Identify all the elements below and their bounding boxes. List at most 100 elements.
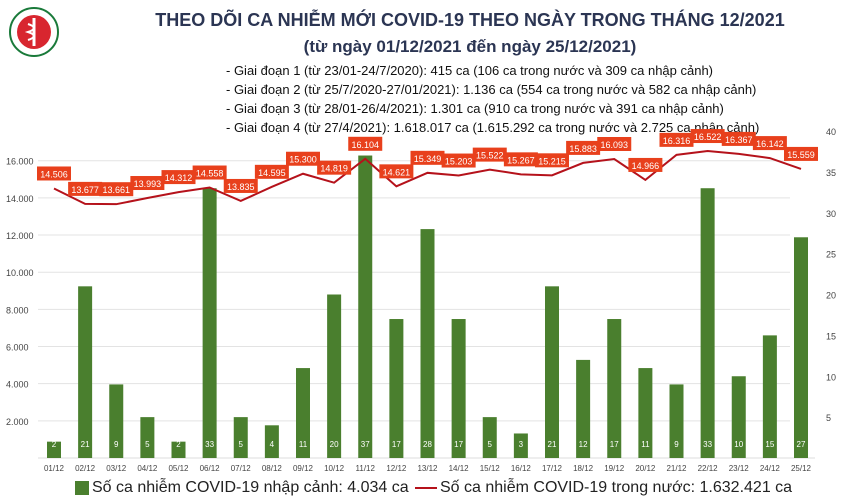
ministry-of-health-logo	[9, 7, 59, 57]
line-value-label: 15.349	[414, 154, 442, 164]
x-tick-label: 02/12	[75, 464, 96, 473]
bar-value-label: 5	[239, 440, 244, 449]
bar-value-label: 10	[734, 440, 743, 449]
line-label-box	[503, 152, 538, 167]
line-value-label: 14.558	[196, 169, 224, 179]
bar-value-label: 27	[797, 440, 806, 449]
bar-value-label: 2	[176, 440, 181, 449]
bar-imported	[233, 417, 248, 458]
bar-imported	[762, 335, 777, 458]
line-value-label: 15.215	[538, 156, 566, 166]
left-axis-tick-label: 16.000	[6, 157, 34, 167]
right-axis-tick-label: 35	[826, 168, 836, 178]
line-value-label: 13.835	[227, 182, 255, 192]
bar-imported	[202, 188, 217, 458]
right-axis-tick-label: 15	[826, 331, 836, 341]
x-tick-label: 15/12	[480, 464, 501, 473]
stage-3-summary: - Giai đoạn 3 (từ 28/01-26/4/2021): 1.30…	[226, 101, 724, 116]
stage-2-summary: - Giai đoạn 2 (từ 25/7/2020-27/01/2021):…	[226, 82, 757, 97]
line-label-box	[192, 165, 227, 180]
line-value-label: 15.522	[476, 151, 504, 161]
bar-imported	[109, 384, 124, 458]
left-axis-tick-label: 2.000	[6, 417, 29, 427]
x-tick-label: 20/12	[635, 464, 656, 473]
line-label-box	[37, 166, 71, 181]
bar-value-label: 11	[641, 440, 650, 449]
left-axis-tick-label: 8.000	[6, 305, 29, 315]
bar-value-label: 12	[579, 440, 588, 449]
bar-value-label: 37	[361, 440, 370, 449]
x-tick-label: 04/12	[137, 464, 158, 473]
bar-imported	[700, 188, 715, 458]
line-value-label: 15.883	[569, 144, 597, 154]
bar-value-label: 21	[548, 440, 557, 449]
line-value-label: 13.993	[134, 179, 162, 189]
right-axis-tick-label: 5	[826, 413, 831, 423]
left-axis-tick-label: 4.000	[6, 380, 29, 390]
x-tick-label: 19/12	[604, 464, 625, 473]
bar-value-label: 20	[330, 440, 339, 449]
legend-label-imported: Số ca nhiễm COVID-19 nhập cảnh: 4.034 ca	[92, 479, 409, 496]
bar-imported	[264, 425, 279, 458]
x-tick-label: 24/12	[760, 464, 781, 473]
bar-value-label: 33	[205, 440, 214, 449]
chart-subtitle: (từ ngày 01/12/2021 đến ngày 25/12/2021)	[303, 37, 637, 56]
right-axis-tick-label: 20	[826, 291, 836, 301]
left-axis-tick-label: 14.000	[6, 194, 34, 204]
bar-imported	[545, 286, 559, 458]
bar-value-label: 17	[392, 440, 401, 449]
line-value-label: 13.677	[71, 185, 99, 195]
line-label-box	[752, 136, 787, 151]
bar-imported	[327, 294, 342, 458]
line-value-label: 14.312	[165, 173, 193, 183]
right-axis-tick-label: 30	[826, 209, 836, 219]
x-tick-label: 16/12	[511, 464, 532, 473]
bar-imported	[669, 384, 684, 458]
x-tick-label: 25/12	[791, 464, 812, 473]
bar-imported	[482, 417, 497, 458]
bar-value-label: 2	[52, 440, 57, 449]
bar-imported	[78, 286, 93, 458]
line-label-box	[161, 170, 196, 185]
line-value-label: 14.506	[40, 169, 68, 179]
x-tick-label: 22/12	[698, 464, 719, 473]
line-value-label: 15.267	[507, 155, 535, 165]
bar-imported	[420, 229, 435, 458]
bar-imported	[513, 433, 528, 458]
bar-imported	[140, 417, 155, 458]
bar-value-label: 5	[488, 440, 493, 449]
bar-value-label: 17	[454, 440, 463, 449]
line-label-box	[348, 136, 383, 151]
bar-value-label: 9	[674, 440, 679, 449]
line-value-label: 15.559	[787, 150, 815, 160]
line-label-box	[379, 164, 414, 179]
line-label-box	[254, 164, 289, 179]
left-axis-tick-label: 12.000	[6, 231, 34, 241]
bar-imported	[47, 441, 61, 458]
bar-value-label: 4	[270, 440, 275, 449]
bar-imported	[576, 359, 591, 458]
line-label-box	[130, 176, 165, 191]
bar-value-label: 15	[765, 440, 774, 449]
x-tick-label: 17/12	[542, 464, 563, 473]
line-label-box	[721, 131, 756, 146]
line-value-label: 14.621	[383, 167, 411, 177]
bar-value-label: 9	[114, 440, 119, 449]
x-tick-label: 03/12	[106, 464, 127, 473]
line-value-label: 16.522	[694, 132, 722, 142]
line-label-box	[286, 151, 320, 166]
bar-imported	[731, 376, 746, 458]
bar-imported	[296, 368, 310, 458]
x-tick-label: 09/12	[293, 464, 314, 473]
x-tick-label: 14/12	[449, 464, 470, 473]
line-label-box	[441, 153, 476, 168]
bar-value-label: 28	[423, 440, 432, 449]
legend-swatch-bar	[75, 481, 89, 495]
line-value-label: 16.093	[600, 140, 628, 150]
legend-label-domestic: Số ca nhiễm COVID-19 trong nước: 1.632.4…	[440, 479, 793, 496]
legend-item-domestic: Số ca nhiễm COVID-19 trong nước: 1.632.4…	[415, 479, 792, 497]
x-tick-label: 01/12	[44, 464, 65, 473]
bar-imported	[358, 155, 373, 458]
stage-1-summary: - Giai đoạn 1 (từ 23/01-24/7/2020): 415 …	[226, 63, 714, 78]
